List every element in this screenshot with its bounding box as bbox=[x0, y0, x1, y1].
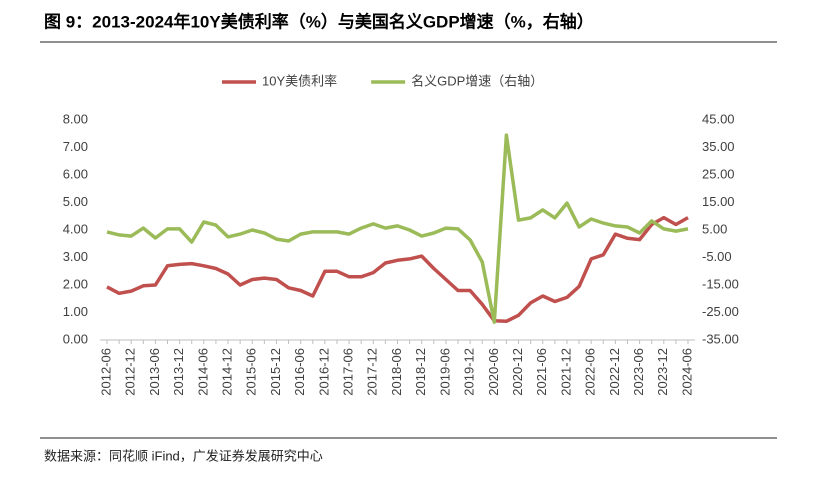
y2-tick-label: -15.00 bbox=[702, 276, 739, 291]
y2-tick-label: 5.00 bbox=[702, 221, 727, 236]
y-tick-label: 6.00 bbox=[63, 166, 88, 181]
x-tick-label: 2018-06 bbox=[389, 348, 404, 396]
x-tick-label: 2023-06 bbox=[631, 348, 646, 396]
x-tick-label: 2012-12 bbox=[123, 348, 138, 396]
x-tick-label: 2014-06 bbox=[195, 348, 210, 396]
y2-tick-label: -25.00 bbox=[702, 304, 739, 319]
y2-tick-label: 15.00 bbox=[702, 194, 735, 209]
y2-tick-label: -35.00 bbox=[702, 331, 739, 346]
x-tick-label: 2018-12 bbox=[413, 348, 428, 396]
y2-tick-label: 35.00 bbox=[702, 139, 735, 154]
legend-label: 名义GDP增速（右轴） bbox=[411, 73, 543, 88]
x-tick-label: 2020-06 bbox=[486, 348, 501, 396]
x-tick-label: 2016-06 bbox=[292, 348, 307, 396]
chart-title: 图 9：2013-2024年10Y美债利率（%）与美国名义GDP增速（%，右轴） bbox=[44, 11, 594, 31]
x-tick-label: 2019-12 bbox=[462, 348, 477, 396]
x-tick-label: 2024-06 bbox=[679, 348, 694, 396]
y-tick-label: 1.00 bbox=[63, 304, 88, 319]
x-tick-label: 2017-06 bbox=[341, 348, 356, 396]
y2-tick-label: 45.00 bbox=[702, 111, 735, 126]
y-tick-label: 4.00 bbox=[63, 221, 88, 236]
x-tick-label: 2020-12 bbox=[510, 348, 525, 396]
y-tick-label: 7.00 bbox=[63, 139, 88, 154]
series-line bbox=[106, 133, 689, 324]
x-tick-label: 2021-06 bbox=[534, 348, 549, 396]
x-tick-label: 2015-12 bbox=[268, 348, 283, 396]
y2-tick-label: 25.00 bbox=[702, 166, 735, 181]
y-tick-label: 0.00 bbox=[63, 331, 88, 346]
y-tick-label: 3.00 bbox=[63, 249, 88, 264]
source: 数据来源：同花顺 iFind，广发证券发展研究中心 bbox=[44, 448, 323, 463]
x-tick-label: 2023-12 bbox=[655, 348, 670, 396]
x-tick-label: 2021-12 bbox=[558, 348, 573, 396]
y-tick-label: 2.00 bbox=[63, 276, 88, 291]
x-tick-label: 2013-12 bbox=[171, 348, 186, 396]
x-tick-label: 2013-06 bbox=[147, 348, 162, 396]
x-tick-label: 2022-06 bbox=[583, 348, 598, 396]
x-tick-label: 2016-12 bbox=[316, 348, 331, 396]
series-line bbox=[106, 215, 689, 324]
legend-label: 10Y美债利率 bbox=[262, 73, 337, 88]
x-tick-label: 2012-06 bbox=[98, 348, 113, 396]
x-tick-label: 2014-12 bbox=[219, 348, 234, 396]
x-tick-label: 2015-06 bbox=[244, 348, 259, 396]
y-tick-label: 8.00 bbox=[63, 111, 88, 126]
y2-tick-label: -5.00 bbox=[702, 249, 732, 264]
x-tick-label: 2017-12 bbox=[365, 348, 380, 396]
y-tick-label: 5.00 bbox=[63, 194, 88, 209]
x-tick-label: 2019-06 bbox=[437, 348, 452, 396]
x-tick-label: 2022-12 bbox=[607, 348, 622, 396]
